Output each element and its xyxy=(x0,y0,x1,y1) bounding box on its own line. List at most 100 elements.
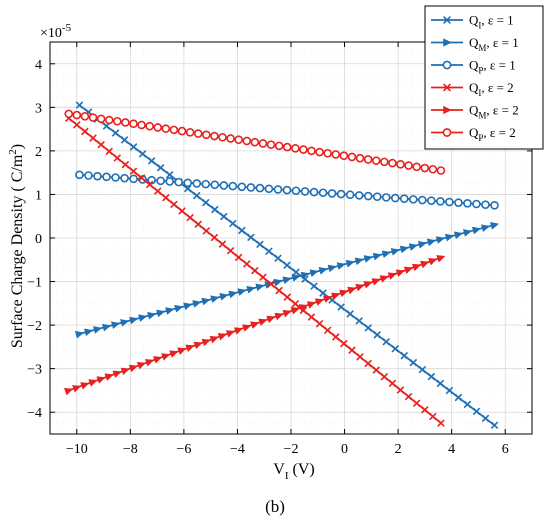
data-point xyxy=(93,171,102,181)
data-point xyxy=(363,155,373,164)
data-point xyxy=(454,198,463,207)
data-point xyxy=(84,171,93,180)
data-point xyxy=(371,156,381,165)
data-point xyxy=(390,193,400,203)
data-point xyxy=(137,174,146,182)
data-point xyxy=(64,387,74,396)
data-point xyxy=(395,269,406,277)
data-point xyxy=(185,128,195,137)
data-point xyxy=(104,373,114,381)
data-point xyxy=(185,344,195,353)
data-point xyxy=(292,268,300,276)
data-point xyxy=(373,331,381,339)
data-point xyxy=(120,173,129,183)
data-point xyxy=(251,266,259,275)
data-point xyxy=(274,254,282,263)
data-point xyxy=(363,191,373,201)
legend-marker xyxy=(442,60,452,70)
data-point xyxy=(347,286,357,295)
data-point xyxy=(93,326,103,334)
data-point xyxy=(266,315,276,324)
data-point xyxy=(426,238,436,247)
data-point xyxy=(371,278,381,286)
legend-item: QI, ε = 1 xyxy=(431,13,514,31)
data-point xyxy=(409,358,418,367)
data-point xyxy=(290,307,300,315)
data-point xyxy=(120,319,130,327)
legend-label: QI, ε = 2 xyxy=(469,80,514,98)
data-point xyxy=(64,109,74,119)
y-tick-label: −4 xyxy=(27,406,42,421)
data-point xyxy=(315,319,324,328)
data-point xyxy=(339,151,349,161)
data-point xyxy=(210,233,219,242)
data-point xyxy=(428,164,438,174)
data-point xyxy=(218,240,227,248)
x-tick-label: −10 xyxy=(66,442,88,457)
data-point xyxy=(177,347,187,355)
data-point xyxy=(219,181,229,190)
data-point xyxy=(420,260,430,269)
data-point xyxy=(382,338,391,346)
data-point xyxy=(454,393,463,402)
data-point xyxy=(192,179,202,188)
data-point xyxy=(381,193,391,202)
data-point xyxy=(194,220,202,229)
data-point xyxy=(88,113,98,122)
data-point xyxy=(266,140,276,149)
data-point xyxy=(111,129,120,137)
data-point xyxy=(331,333,340,341)
data-point xyxy=(121,118,130,127)
data-point xyxy=(273,278,283,287)
x-tick-label: 4 xyxy=(448,442,455,457)
data-point xyxy=(120,367,130,376)
data-point xyxy=(327,264,337,273)
data-point xyxy=(202,227,211,235)
data-point xyxy=(80,112,90,121)
data-point xyxy=(481,200,490,209)
data-point xyxy=(437,419,445,427)
data-point xyxy=(174,177,184,187)
data-point xyxy=(233,327,244,335)
data-point xyxy=(129,174,138,184)
data-point xyxy=(396,386,405,394)
y-tick-label: 0 xyxy=(35,232,42,247)
data-point xyxy=(291,300,300,308)
legend-marker xyxy=(443,16,451,24)
data-point xyxy=(299,145,308,154)
data-point xyxy=(137,120,146,130)
data-point xyxy=(178,207,186,215)
data-point xyxy=(404,392,413,401)
data-point xyxy=(169,125,179,135)
data-point xyxy=(314,298,325,306)
legend-item: QI, ε = 2 xyxy=(431,80,514,98)
series-layer xyxy=(64,101,500,430)
data-point xyxy=(346,310,354,318)
data-point xyxy=(345,190,355,200)
y-axis-title: Surface Charge Density ( C/m2) xyxy=(7,144,26,348)
data-point xyxy=(399,245,409,254)
data-point xyxy=(412,162,421,172)
data-point xyxy=(354,191,364,200)
data-point xyxy=(306,301,317,309)
data-point xyxy=(129,119,138,129)
data-point xyxy=(318,188,328,198)
data-point xyxy=(331,292,341,301)
data-point xyxy=(388,158,397,168)
series-6 xyxy=(64,109,446,175)
data-point xyxy=(170,200,178,209)
data-point xyxy=(96,376,106,384)
data-point xyxy=(274,312,284,321)
data-point xyxy=(339,289,349,298)
legend-marker xyxy=(443,105,452,115)
legend-label: QI, ε = 1 xyxy=(469,13,514,31)
data-point xyxy=(120,136,129,144)
data-point xyxy=(83,328,94,337)
data-point xyxy=(112,370,122,379)
data-point xyxy=(220,212,228,221)
data-point xyxy=(354,257,364,266)
data-point xyxy=(490,201,499,210)
data-point xyxy=(380,157,389,167)
data-point xyxy=(273,185,283,194)
